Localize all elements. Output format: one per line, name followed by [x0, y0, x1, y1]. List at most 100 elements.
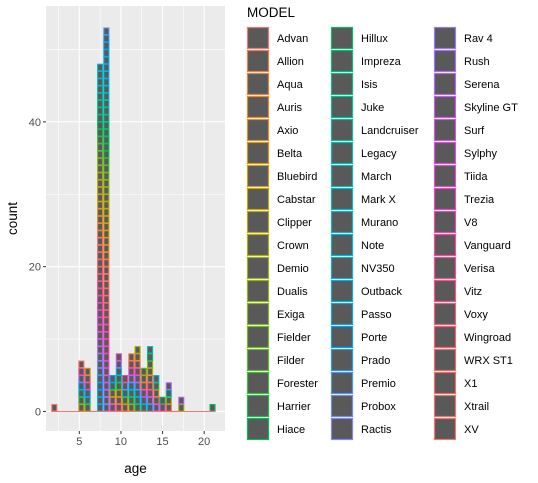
legend-key-swatch — [330, 26, 354, 50]
legend: Advan Allion Aqua Auris Axio Belta Bluebird Cab… — [246, 26, 518, 441]
x-axis-title: age — [124, 461, 147, 476]
legend-key-swatch — [330, 164, 354, 188]
legend-key-swatch — [433, 187, 457, 211]
legend-item: Cabstar — [246, 187, 316, 211]
legend-item: Aqua — [246, 72, 304, 96]
legend-item: Prado — [330, 348, 390, 372]
legend-item: XV — [433, 417, 479, 441]
legend-item: Hiace — [246, 417, 305, 441]
legend-key-swatch — [433, 164, 457, 188]
legend-key-swatch — [330, 233, 354, 257]
legend-item: Exiga — [246, 302, 305, 326]
legend-item: Advan — [246, 26, 308, 50]
legend-item: Isis — [330, 72, 378, 96]
legend-key-swatch — [246, 371, 270, 395]
legend-item: Verisa — [433, 256, 495, 280]
legend-label: Serena — [464, 79, 500, 91]
legend-item: Bluebird — [246, 164, 317, 188]
legend-label: Porte — [361, 332, 387, 344]
legend-label: Rav 4 — [464, 33, 493, 45]
legend-key-swatch — [433, 302, 457, 326]
legend-key-swatch — [433, 95, 457, 119]
legend-key-swatch — [433, 256, 457, 280]
legend-key-swatch — [246, 95, 270, 119]
legend-key-swatch — [433, 233, 457, 257]
legend-item: Skyline GT — [433, 95, 518, 119]
legend-key-swatch — [246, 279, 270, 303]
legend-key-swatch — [330, 371, 354, 395]
legend-key-swatch — [433, 49, 457, 73]
legend-key-swatch — [246, 141, 270, 165]
legend-label: Crown — [277, 240, 309, 252]
legend-key-swatch — [433, 348, 457, 372]
legend-key-swatch — [246, 417, 270, 441]
legend-key-swatch — [330, 325, 354, 349]
legend-item: Juke — [330, 95, 384, 119]
legend-key-swatch — [246, 164, 270, 188]
legend-key-swatch — [433, 279, 457, 303]
histogram-bar — [97, 63, 104, 412]
histogram-bar — [209, 403, 216, 412]
legend-label: Allion — [277, 56, 304, 68]
legend-item: NV350 — [330, 256, 395, 280]
legend-key-swatch — [246, 26, 270, 50]
legend-key-swatch — [246, 210, 270, 234]
legend-label: Belta — [277, 148, 303, 160]
histogram-bar — [146, 346, 154, 412]
histogram-bar — [122, 375, 129, 412]
x-tick-label: 20 — [198, 436, 210, 448]
legend-key-swatch — [330, 210, 354, 234]
legend-key-swatch — [330, 417, 354, 441]
legend-key-swatch — [246, 256, 270, 280]
legend-key-swatch — [330, 279, 354, 303]
legend-label: Murano — [361, 217, 398, 229]
x-tick-label: 15 — [156, 436, 168, 448]
legend-label: Rush — [464, 56, 490, 68]
legend-label: Outback — [361, 286, 402, 298]
y-tick-label: 0 — [35, 406, 41, 418]
legend-key-swatch — [246, 394, 270, 418]
legend-key-swatch — [433, 72, 457, 96]
legend-item: Surf — [433, 118, 485, 142]
legend-key-swatch — [330, 256, 354, 280]
legend-item: Murano — [330, 210, 398, 234]
legend-label: Trezia — [464, 194, 495, 206]
legend-key-swatch — [330, 187, 354, 211]
legend-label: Passo — [361, 309, 392, 321]
legend-key-swatch — [330, 302, 354, 326]
legend-item: Fielder — [246, 325, 311, 349]
legend-label: Landcruiser — [361, 125, 419, 137]
histogram-bar — [134, 346, 141, 412]
legend-item: Rush — [433, 49, 490, 73]
legend-label: Cabstar — [277, 194, 316, 206]
legend-label: Vanguard — [464, 240, 511, 252]
legend-key-swatch — [246, 118, 270, 142]
legend-item: Trezia — [433, 187, 495, 211]
legend-key-swatch — [433, 141, 457, 165]
legend-key-swatch — [330, 49, 354, 73]
legend-item: Outback — [330, 279, 402, 303]
legend-key-swatch — [330, 118, 354, 142]
histogram-bar — [128, 353, 135, 412]
x-axis-ticks: 5 10 15 20 — [76, 431, 210, 448]
legend-item: WRX ST1 — [433, 348, 513, 372]
legend-item: Impreza — [330, 49, 402, 73]
legend-label: WRX ST1 — [464, 355, 513, 367]
legend-item: V8 — [433, 210, 477, 234]
legend-label: Isis — [361, 79, 378, 91]
legend-label: Skyline GT — [464, 102, 518, 114]
legend-item: Voxy — [433, 302, 488, 326]
histogram-bar — [115, 353, 122, 412]
legend-key-swatch — [330, 95, 354, 119]
legend-key-swatch — [246, 302, 270, 326]
histogram-bar — [84, 367, 91, 412]
legend-label: Hillux — [361, 33, 388, 45]
grid-lines — [46, 6, 225, 431]
legend-label: Juke — [361, 102, 384, 114]
histogram-bar — [140, 367, 147, 412]
legend-item: Passo — [330, 302, 392, 326]
legend-label: X1 — [464, 378, 477, 390]
legend-label: Aqua — [277, 79, 304, 91]
legend-item: Allion — [246, 49, 304, 73]
legend-item: Auris — [246, 95, 303, 119]
